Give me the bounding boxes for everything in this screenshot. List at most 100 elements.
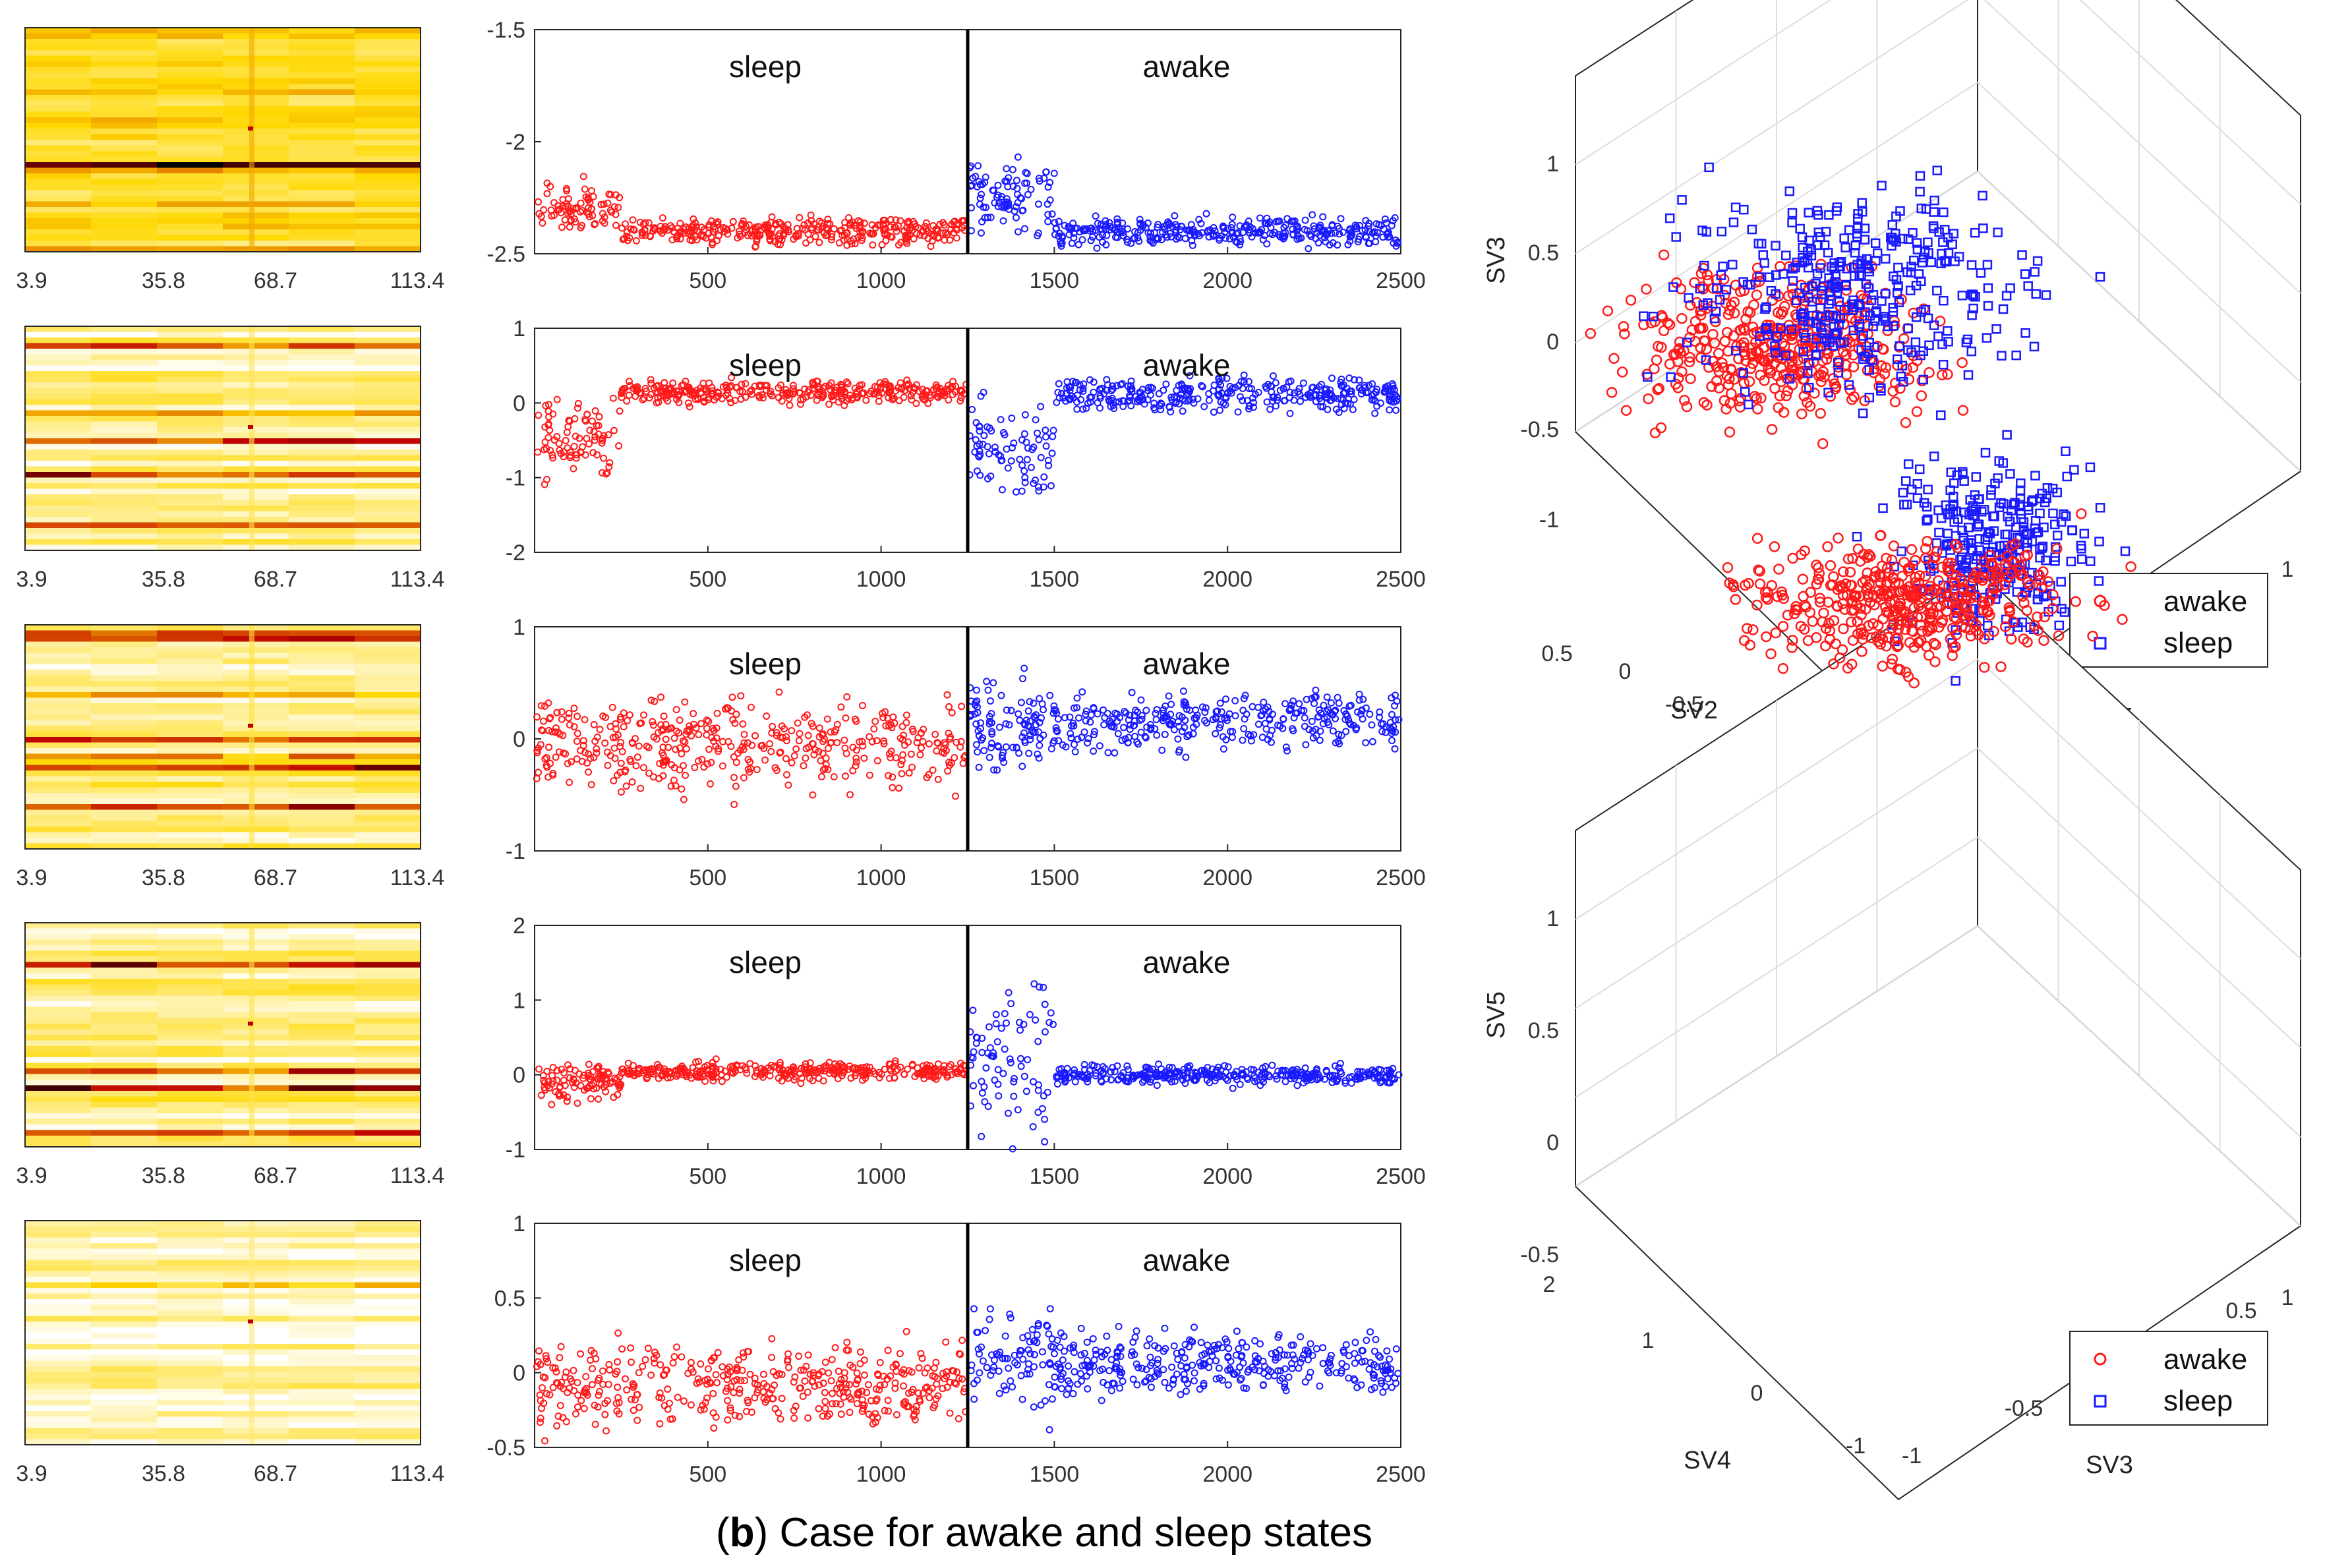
heatmap-cell: [355, 1068, 421, 1075]
heatmap-cell: [289, 365, 355, 372]
heatmap-cell: [289, 201, 355, 208]
sleep-point: [742, 1066, 750, 1074]
heatmap-cell: [355, 1277, 421, 1283]
sleep-point: [614, 204, 622, 212]
sleep-point: [728, 224, 736, 232]
sleep-point: [719, 1363, 726, 1371]
sleep-point: [570, 705, 578, 712]
awake-point: [1319, 213, 1327, 221]
sleep-point: [617, 739, 625, 747]
heatmap-cell: [91, 455, 158, 461]
awake-point: [1003, 165, 1011, 173]
heatmap-cell: [223, 1068, 289, 1075]
heatmap-cell: [289, 450, 355, 456]
awake-point: [1322, 238, 1330, 246]
awake-point: [1194, 395, 1202, 403]
heatmap-cell: [289, 134, 355, 140]
awake-point: [1340, 381, 1347, 389]
sleep-point: [533, 747, 541, 755]
heatmap-cell: [355, 326, 421, 333]
sleep-point: [802, 1066, 810, 1074]
heatmap-cell: [91, 1372, 158, 1378]
heatmap-cell: [289, 979, 355, 985]
sleep-point: [835, 398, 842, 406]
heatmap-cell: [157, 1366, 223, 1373]
heatmap-cell: [223, 1243, 289, 1250]
heatmap-cell: [157, 681, 223, 687]
sleep-point: [534, 448, 542, 456]
sleep-point: [751, 1062, 759, 1070]
heatmap-cell: [157, 1277, 223, 1283]
awake-point: [1170, 726, 1178, 734]
sleep-point: [587, 1095, 595, 1103]
heatmap-cell: [25, 765, 92, 771]
sleep-point: [656, 760, 664, 767]
heatmap-cell: [25, 1321, 92, 1328]
heatmap-cell: [25, 84, 92, 90]
sleep-point: [723, 1073, 730, 1081]
heatmap-cell: [289, 1232, 355, 1238]
awake-point: [1073, 704, 1081, 712]
heatmap-cell: [355, 44, 421, 51]
sleep-point: [585, 196, 593, 204]
heatmap-cell: [355, 95, 421, 102]
heatmap-cell: [289, 106, 355, 113]
heatmap-cell: [223, 827, 289, 833]
awake-point: [1289, 725, 1297, 733]
sleep-point: [830, 225, 838, 233]
heatmap-cell: [289, 1062, 355, 1069]
heatmap-cell: [91, 681, 158, 687]
awake-point: [1372, 238, 1380, 246]
heatmap-cell: [91, 726, 158, 732]
heatmap-cell: [25, 709, 92, 715]
heatmap-cell: [157, 1035, 223, 1041]
heatmap-cell: [25, 399, 92, 405]
awake-point: [1221, 234, 1229, 242]
heatmap-cell: [25, 190, 92, 196]
heatmap-cell: [223, 95, 289, 102]
sleep-point: [616, 1082, 624, 1089]
awake-point: [1103, 376, 1111, 384]
heatmap-cell: [223, 156, 289, 163]
heatmap-cell: [223, 140, 289, 146]
heatmap-cell: [289, 185, 355, 191]
awake-point: [1299, 379, 1307, 387]
awake-point: [1216, 721, 1224, 729]
sleep-point: [661, 385, 669, 392]
heatmap-cell: [355, 731, 421, 738]
sleep-point: [872, 1385, 880, 1393]
y-tick-label: -2.5: [486, 242, 525, 267]
heatmap-cell: [91, 1428, 158, 1434]
awake-point: [1007, 1000, 1015, 1008]
heatmap-cell: [25, 1277, 92, 1283]
heatmap-cell: [289, 1006, 355, 1013]
awake-point: [993, 1038, 1001, 1046]
heatmap-cell: [157, 28, 223, 34]
awake-point: [1382, 388, 1389, 395]
sleep-point: [950, 218, 958, 226]
sleep-point: [593, 1064, 601, 1072]
heatmap-cell: [355, 945, 421, 952]
heatmap-cell: [289, 804, 355, 811]
sleep-point: [720, 228, 728, 235]
sleep-point: [674, 387, 682, 395]
heatmap-cell: [157, 44, 223, 51]
awake-point: [1102, 217, 1109, 225]
awake-point: [1086, 718, 1094, 726]
awake-point: [1016, 716, 1024, 724]
sleep-point: [869, 1412, 876, 1420]
heatmap-cell: [157, 804, 223, 811]
awake-point: [1200, 1070, 1208, 1078]
sleep-point: [795, 389, 803, 397]
awake-point: [1237, 378, 1245, 386]
heatmap-cell: [91, 1102, 158, 1109]
heatmap-cell: [157, 1405, 223, 1412]
awake-point: [1179, 407, 1187, 415]
awake-point: [1011, 207, 1018, 215]
awake-point: [1142, 1074, 1150, 1082]
awake-point: [1018, 207, 1026, 215]
awake-point: [1366, 711, 1374, 718]
heatmap-cell: [91, 466, 158, 473]
sleep-point: [819, 390, 827, 398]
sleep-point: [700, 385, 707, 393]
